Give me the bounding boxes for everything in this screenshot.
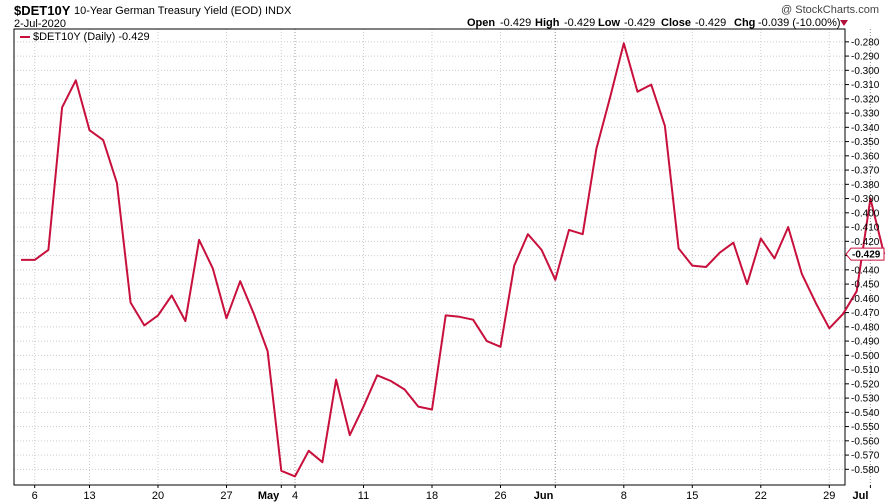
high-label: High: [535, 17, 560, 29]
x-tick-label: 20: [152, 490, 164, 502]
y-tick-label: -0.470: [851, 308, 880, 319]
x-tick-label: 6: [32, 490, 38, 502]
x-tick-label: Jul: [852, 490, 868, 502]
grid: [14, 29, 871, 485]
x-tick-label: 15: [686, 490, 698, 502]
y-tick-label: -0.500: [851, 351, 880, 362]
y-tick-label: -0.320: [851, 94, 880, 105]
y-tick-label: -0.440: [851, 265, 880, 276]
x-tick-label: 13: [83, 490, 95, 502]
chart-description: 10-Year German Treasury Yield (EOD): [74, 5, 262, 17]
y-tick-label: -0.540: [851, 408, 880, 419]
y-tick-label: -0.350: [851, 137, 880, 148]
close-label: Close: [661, 17, 691, 29]
y-tick-label: -0.510: [851, 365, 880, 376]
y-tick-label: -0.420: [851, 237, 880, 248]
y-tick-label: -0.520: [851, 379, 880, 390]
low-value: -0.429: [624, 17, 655, 29]
ohlc-readout: Open -0.429 High -0.429 Low -0.429 Close…: [467, 17, 848, 29]
x-tick-label: 22: [755, 490, 767, 502]
x-tick-label: 29: [823, 490, 835, 502]
x-tick-label: May: [258, 490, 280, 502]
watermark: @ StockCharts.com: [781, 4, 879, 16]
x-tick-label: 11: [358, 490, 369, 502]
y-tick-label: -0.340: [851, 123, 880, 134]
y-tick-label: -0.530: [851, 394, 880, 405]
chg-value: -0.039 (-10.00%): [758, 17, 841, 29]
legend: $DET10Y (Daily) -0.429: [20, 31, 150, 43]
last-value-label: -0.429: [852, 250, 881, 261]
plot-frame: [13, 28, 846, 486]
x-tick-label: 26: [494, 490, 506, 502]
y-tick-label: -0.560: [851, 436, 880, 447]
y-tick-label: -0.460: [851, 294, 880, 305]
down-arrow-icon: [840, 20, 848, 26]
open-value: -0.429: [500, 17, 531, 29]
last-value-marker: -0.429: [845, 247, 885, 261]
y-tick-label: -0.400: [851, 208, 880, 219]
x-tick-label: 18: [426, 490, 438, 502]
x-tick-label: 27: [220, 490, 232, 502]
y-tick-label: -0.360: [851, 151, 880, 162]
chg-label: Chg: [734, 17, 755, 29]
close-value: -0.429: [695, 17, 726, 29]
x-tick-label: Jun: [534, 490, 554, 502]
low-label: Low: [598, 17, 620, 29]
last-value-tag: [845, 247, 885, 261]
y-tick-label: -0.330: [851, 109, 880, 120]
high-value: -0.429: [564, 17, 595, 29]
chart-symbol: $DET10Y: [14, 3, 71, 18]
y-tick-label: -0.290: [851, 52, 880, 63]
y-tick-label: -0.450: [851, 280, 880, 291]
x-tick-label: 4: [292, 490, 298, 502]
legend-label: $DET10Y (Daily) -0.429: [33, 31, 150, 43]
y-tick-label: -0.570: [851, 451, 880, 462]
y-tick-label: -0.380: [851, 180, 880, 191]
y-tick-label: -0.390: [851, 194, 880, 205]
open-label: Open: [467, 17, 495, 29]
chart-exchange: INDX: [265, 5, 292, 17]
y-tick-label: -0.490: [851, 337, 880, 348]
y-tick-label: -0.410: [851, 223, 880, 234]
x-axis: 6 13 20 27 May 4 11 18 26 Jun 8 15 22 29 Jul: [32, 485, 871, 502]
y-tick-label: -0.580: [851, 465, 880, 476]
y-tick-label: -0.550: [851, 422, 880, 433]
chart-date: 2-Jul-2020: [14, 18, 66, 30]
y-tick-label: -0.300: [851, 66, 880, 77]
series-line-det10y: [21, 42, 886, 478]
y-tick-label: -0.310: [851, 80, 880, 91]
x-tick-label: 8: [621, 490, 627, 502]
y-tick-label: -0.480: [851, 322, 880, 333]
y-tick-label: -0.280: [851, 37, 880, 48]
y-tick-label: -0.370: [851, 166, 880, 177]
